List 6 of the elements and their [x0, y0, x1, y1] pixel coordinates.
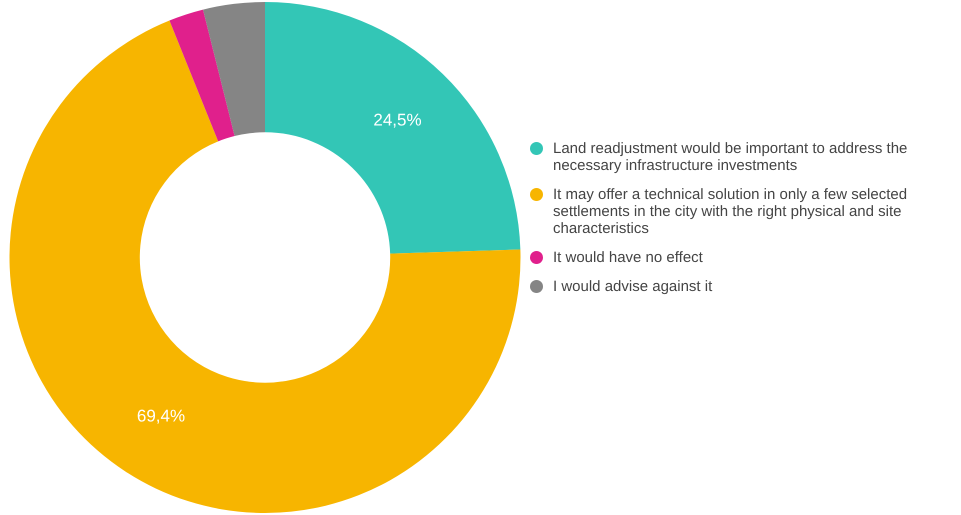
legend-label: Land readjustment would be important to address the necessary infrastructure investments	[553, 140, 908, 174]
legend-label: It may offer a technical solution in only a few selected settlements in the city with the right physical and site characteristics	[553, 186, 908, 237]
data-label: 24,5%	[373, 110, 422, 130]
legend-label: It would have no effect	[553, 249, 703, 266]
data-label: 69,4%	[136, 406, 186, 426]
legend-label: I would advise against it	[553, 278, 712, 295]
